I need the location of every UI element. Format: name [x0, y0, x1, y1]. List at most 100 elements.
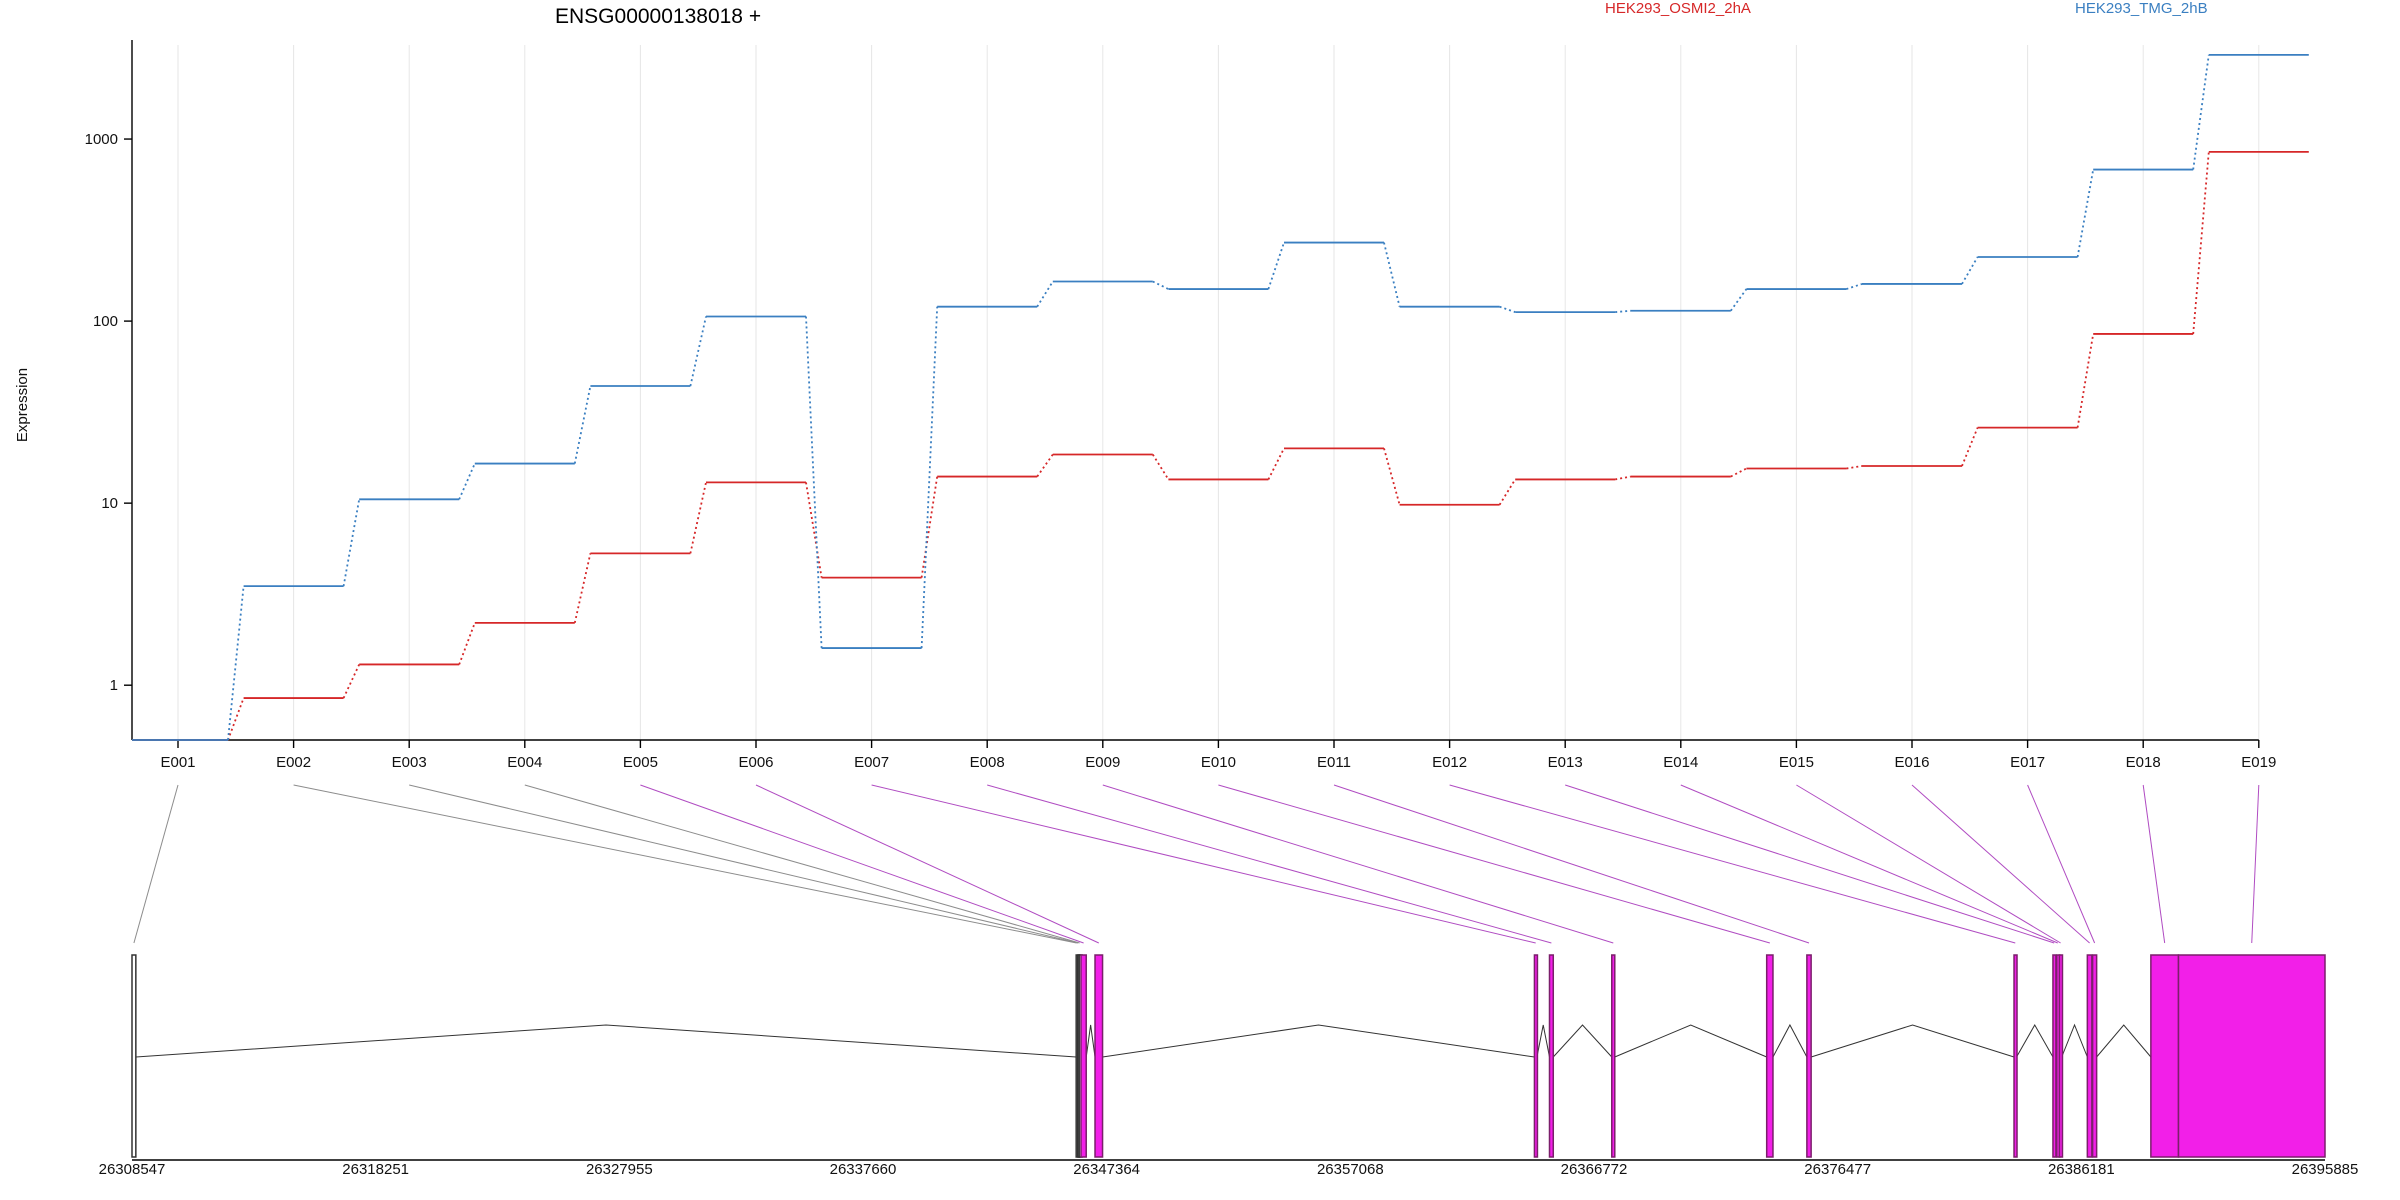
series-1-link-E009: [1152, 454, 1170, 480]
series-2-link-E017: [2076, 169, 2095, 258]
exon-box-E012: [2013, 954, 2018, 1158]
x-tick-label-E004: E004: [507, 754, 542, 771]
series-1-link-E011: [1383, 448, 1401, 505]
gene-model: [131, 954, 2326, 1158]
connector-E015: [1796, 784, 2061, 944]
y-tick-label-1000: 1000: [85, 131, 118, 148]
series-1-link-E002: [342, 664, 361, 699]
coord-tick-label-2: 26327955: [586, 1161, 653, 1178]
series-2-link-E002: [342, 499, 361, 587]
exon-box-E010: [1765, 954, 1774, 1158]
exon-box-E016: [2086, 954, 2093, 1158]
connector-E001: [133, 784, 179, 944]
exon-box-E008: [1548, 954, 1555, 1158]
series-2-link-E008: [1036, 281, 1054, 308]
intron-6: [1102, 1024, 1535, 1058]
exon-box-E009: [1611, 954, 1616, 1158]
series-1-link-E018: [2192, 151, 2210, 335]
exon-box-E015: [2058, 954, 2064, 1158]
y-tick-label-10: 10: [101, 495, 118, 512]
connector-E013: [1565, 784, 2055, 944]
intron-7: [1536, 1024, 1550, 1058]
connector-E018: [2142, 784, 2166, 944]
x-tick-label-E008: E008: [970, 754, 1005, 771]
series-2-link-E014: [1730, 288, 1748, 312]
exon-box-E018: [2150, 954, 2180, 1158]
x-tick-label-E003: E003: [392, 754, 427, 771]
connector-E008: [987, 784, 1552, 944]
series-2-link-E011: [1383, 242, 1401, 307]
exon-box-E013: [2052, 954, 2057, 1158]
x-tick-label-E014: E014: [1663, 754, 1698, 771]
connector-E002: [293, 784, 1077, 944]
y-tick-label-100: 100: [93, 313, 118, 330]
x-axis-exon-labels: E001 E002 E003 E004 E005 E006 E007 E008 E009 E010…: [132, 739, 2276, 771]
connector-E016: [1911, 784, 2090, 944]
series-1-link-E008: [1036, 453, 1054, 478]
series-2-link-E004: [573, 385, 592, 464]
x-tick-label-E019: E019: [2241, 754, 2276, 771]
exon-box-E017: [2091, 954, 2098, 1158]
x-tick-label-E007: E007: [854, 754, 889, 771]
exon-connector-lines: [133, 784, 2260, 944]
series-1: [132, 150, 2309, 741]
intron-8: [1552, 1024, 1613, 1058]
connector-E010: [1218, 784, 1770, 944]
coord-tick-label-3: 26337660: [830, 1161, 897, 1178]
exon-box-E006: [1094, 954, 1104, 1158]
series-2-link-E005: [689, 316, 707, 387]
x-tick-label-E002: E002: [276, 754, 311, 771]
series-2-link-E013: [1615, 309, 1631, 314]
series-1-link-E006: [805, 482, 823, 578]
series-1-link-E015: [1846, 465, 1863, 470]
intron-9: [1614, 1024, 1767, 1058]
exon-box-E019: [2177, 954, 2326, 1158]
coord-tick-label-6: 26366772: [1561, 1161, 1628, 1178]
x-tick-label-E015: E015: [1779, 754, 1814, 771]
connector-E019: [2251, 784, 2260, 944]
exon-box-E011: [1806, 954, 1812, 1158]
x-tick-label-E006: E006: [738, 754, 773, 771]
legend-entry-osmi2: HEK293_OSMI2_2hA: [1605, 0, 1751, 17]
connector-E007: [871, 784, 1536, 944]
y-axis: 1 10 100 1000: [85, 40, 133, 740]
intron-15: [2061, 1023, 2088, 1058]
x-tick-label-E012: E012: [1432, 754, 1467, 771]
connector-E003: [409, 784, 1079, 944]
coord-tick-label-1: 26318251: [342, 1161, 409, 1178]
x-tick-label-E001: E001: [160, 754, 195, 771]
coord-tick-label-5: 26357068: [1317, 1161, 1384, 1178]
vertical-gridlines: [177, 45, 2260, 740]
series-1-link-E007: [920, 476, 939, 578]
intron-1: [135, 1024, 1077, 1058]
connector-E009: [1102, 784, 1614, 944]
x-tick-label-E005: E005: [623, 754, 658, 771]
series-1-link-E013: [1615, 475, 1631, 481]
y-tick-label-1: 1: [110, 677, 118, 694]
series-1-link-E004: [573, 553, 592, 624]
coord-tick-label-9: 26395885: [2292, 1161, 2359, 1178]
connector-E014: [1680, 784, 2058, 944]
series-1-link-E003: [458, 622, 476, 665]
exon-box-E001: [131, 954, 137, 1158]
connector-E011: [1333, 784, 1810, 944]
expression-series: [132, 53, 2309, 741]
series-2: [132, 53, 2309, 741]
series-1-link-E017: [2076, 333, 2095, 428]
series-2-link-E006: [805, 316, 823, 649]
chart-title: ENSG00000138018 +: [555, 5, 761, 28]
connector-E004: [524, 784, 1080, 944]
series-2-link-E007: [920, 306, 939, 649]
series-2-link-E016: [1961, 256, 1979, 285]
exon-box-E007: [1533, 954, 1539, 1158]
intron-10: [1772, 1023, 1808, 1058]
x-tick-label-E009: E009: [1085, 754, 1120, 771]
x-tick-label-E016: E016: [1894, 754, 1929, 771]
series-2-link-E003: [458, 463, 476, 500]
x-tick-label-E010: E010: [1201, 754, 1236, 771]
series-1-link-E012: [1498, 478, 1516, 506]
series-2-link-E009: [1152, 280, 1169, 290]
series-2-link-E018: [2192, 54, 2210, 170]
series-1-link-E005: [689, 482, 707, 554]
